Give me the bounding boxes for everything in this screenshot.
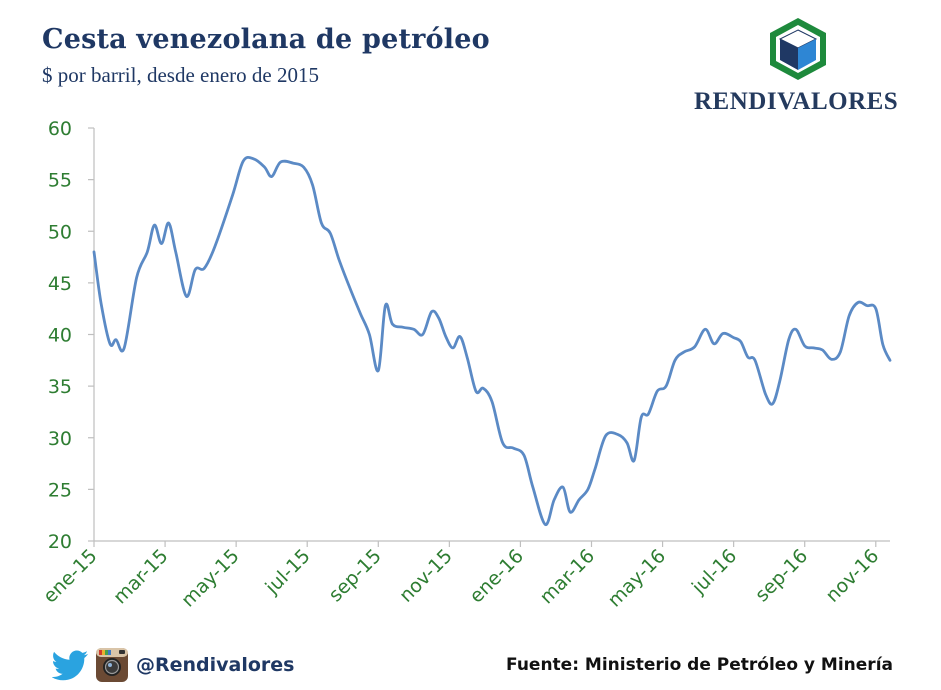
y-tick-label: 45 xyxy=(48,273,72,295)
chart-subtitle: $ por barril, desde enero de 2015 xyxy=(42,63,319,87)
twitter-handle[interactable]: @Rendivalores xyxy=(136,654,295,676)
source-note: Fuente: Ministerio de Petróleo y Minería xyxy=(506,655,893,675)
x-tick-label: nov-16 xyxy=(821,545,883,607)
x-tick-label: may-15 xyxy=(177,545,244,612)
x-tick-label: nov-15 xyxy=(395,545,457,607)
y-tick-label: 55 xyxy=(48,170,72,192)
rendivalores-logo-icon xyxy=(770,18,826,80)
x-tick-label: jul-16 xyxy=(687,545,741,599)
chart-title: Cesta venezolana de petróleo xyxy=(42,24,490,55)
y-axis: 20 25 30 35 40 45 50 55 60 xyxy=(48,118,95,553)
y-tick-label: 40 xyxy=(48,325,72,347)
x-tick-label: mar-16 xyxy=(536,545,599,608)
x-tick-label: ene-15 xyxy=(39,545,102,608)
x-tick-label: ene-16 xyxy=(465,545,528,608)
x-tick-label: jul-15 xyxy=(261,545,315,599)
series xyxy=(92,155,892,526)
x-tick-label: may-16 xyxy=(604,545,671,612)
twitter-icon[interactable] xyxy=(52,650,90,682)
brand-name: RENDIVALORES xyxy=(694,88,899,115)
y-tick-label: 50 xyxy=(48,221,72,243)
y-tick-label: 35 xyxy=(48,376,72,398)
y-tick-label: 20 xyxy=(48,531,72,553)
x-tick-label: sep-15 xyxy=(325,545,386,606)
instagram-icon[interactable] xyxy=(95,647,129,683)
series-line xyxy=(92,155,892,526)
x-axis: ene-15 mar-15 may-15 jul-15 sep-15 nov-15 ene-… xyxy=(39,540,890,612)
x-tick-label: sep-16 xyxy=(751,545,812,606)
y-tick-label: 60 xyxy=(48,118,72,140)
y-tick-label: 30 xyxy=(48,428,72,450)
x-tick-label: mar-15 xyxy=(109,545,172,608)
y-tick-label: 25 xyxy=(48,479,72,501)
